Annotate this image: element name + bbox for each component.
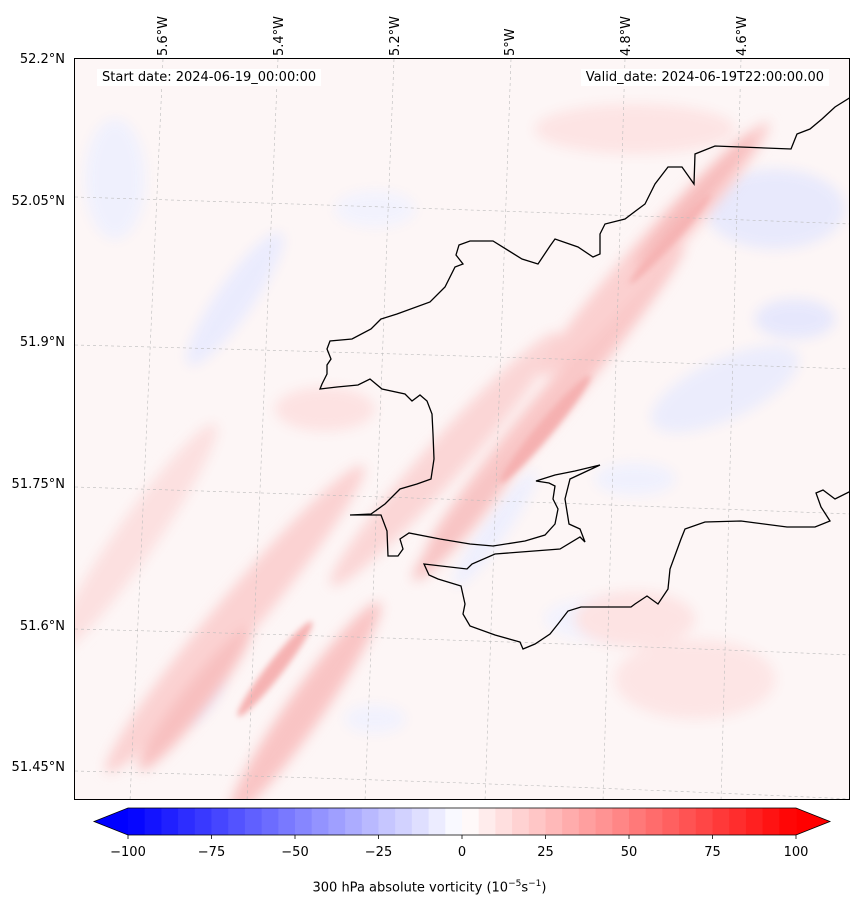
colorbar-bin	[528, 808, 547, 835]
colorbar-title-mid: s	[521, 880, 529, 896]
colorbar-title-exp2: −1	[528, 879, 542, 889]
colorbar-tick-label: −50	[281, 845, 309, 860]
colorbar-tick-label: −100	[110, 845, 146, 860]
colorbar-bin	[645, 808, 663, 835]
colorbar-bin	[411, 808, 430, 835]
colorbar-bin	[729, 808, 747, 835]
start-date-label: Start date: 2024-06-19_00:00:00	[97, 69, 322, 86]
colorbar-bin	[462, 808, 480, 835]
colorbar-bin	[595, 808, 613, 835]
vorticity-field	[75, 59, 849, 799]
colorbar-bin	[762, 808, 780, 835]
colorbar-bin	[211, 808, 229, 835]
colorbar-gradient	[92, 807, 832, 839]
colorbar-bin	[779, 808, 797, 835]
colorbar-bin	[578, 808, 597, 835]
colorbar-bin	[629, 808, 647, 835]
colorbar-bin	[428, 808, 446, 835]
colorbar-bin	[662, 808, 680, 835]
lon-label: 4.8°W	[619, 15, 634, 56]
colorbar-bin	[495, 808, 513, 835]
colorbar-extend-max	[796, 808, 830, 835]
colorbar-tick-label: 0	[457, 845, 467, 860]
map-panel: Start date: 2024-06-19_00:00:00 Valid_da…	[74, 58, 850, 800]
colorbar-bin	[395, 808, 413, 835]
lat-label: 51.6°N	[19, 619, 65, 634]
valid-date-label: Valid_date: 2024-06-19T22:00:00.00	[580, 69, 829, 86]
lat-label: 52.2°N	[19, 52, 65, 67]
colorbar-bin	[228, 808, 246, 835]
colorbar-title-exp1: −5	[508, 879, 522, 889]
colorbar-bin	[161, 808, 179, 835]
colorbar-bin	[178, 808, 196, 835]
colorbar-bin	[345, 808, 363, 835]
colorbar-bin	[128, 808, 146, 835]
colorbar-bin	[545, 808, 563, 835]
lon-label: 4.6°W	[735, 15, 750, 56]
colorbar-tick-label: 100	[783, 845, 809, 860]
colorbar: −100 −75 −50 −25 0 25 50 75 100 300 hPa absolute…	[0, 800, 859, 908]
lat-label: 52.05°N	[11, 194, 65, 209]
colorbar-tick-label: 25	[537, 845, 554, 860]
lat-label: 51.9°N	[19, 335, 65, 350]
colorbar-bin	[612, 808, 630, 835]
lat-label: 51.75°N	[11, 477, 65, 492]
colorbar-bin	[295, 808, 313, 835]
colorbar-tick-label: −25	[364, 845, 393, 860]
colorbar-title-suffix: )	[541, 880, 547, 896]
colorbar-tick-label: 50	[620, 845, 638, 860]
colorbar-bin	[695, 808, 714, 835]
lon-label: 5.6°W	[156, 15, 171, 56]
colorbar-bin	[512, 808, 530, 835]
colorbar-bin	[478, 808, 496, 835]
colorbar-bin	[445, 808, 463, 835]
colorbar-title: 300 hPa absolute vorticity (10−5s−1)	[0, 879, 859, 895]
colorbar-tick-label: 75	[704, 845, 721, 860]
colorbar-bin	[745, 808, 764, 835]
lon-label: 5°W	[503, 28, 518, 56]
colorbar-bin	[712, 808, 730, 835]
colorbar-bin	[144, 808, 162, 835]
colorbar-bin	[679, 808, 697, 835]
colorbar-extend-min	[94, 808, 128, 835]
graticule	[75, 59, 849, 799]
lat-label: 51.45°N	[11, 760, 65, 775]
colorbar-bin	[311, 808, 329, 835]
colorbar-title-prefix: 300 hPa absolute vorticity (10	[312, 880, 509, 896]
colorbar-bin	[378, 808, 396, 835]
lon-label: 5.2°W	[388, 15, 403, 56]
colorbar-bin	[328, 808, 346, 835]
colorbar-bin	[278, 808, 296, 835]
colorbar-bin	[244, 808, 263, 835]
colorbar-tick-label: −75	[197, 845, 226, 860]
colorbar-bin	[562, 808, 580, 835]
colorbar-bin	[261, 808, 279, 835]
colorbar-bin	[361, 808, 380, 835]
lon-label: 5.4°W	[272, 15, 287, 56]
colorbar-bin	[194, 808, 213, 835]
coastline	[318, 97, 849, 650]
